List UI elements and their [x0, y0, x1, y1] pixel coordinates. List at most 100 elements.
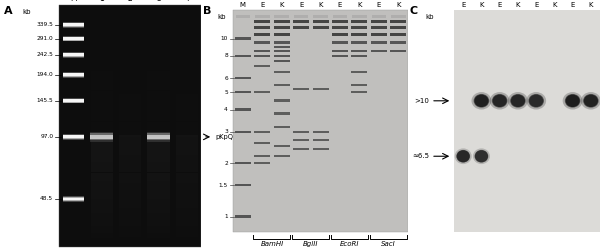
- Bar: [119, 230, 141, 231]
- Bar: [176, 233, 198, 235]
- Bar: [91, 40, 113, 44]
- Bar: [119, 137, 141, 139]
- Bar: [119, 118, 141, 121]
- Bar: [90, 133, 113, 140]
- Text: K: K: [396, 2, 401, 8]
- Bar: [148, 33, 170, 36]
- Bar: [176, 169, 198, 171]
- Ellipse shape: [475, 150, 488, 162]
- Bar: [176, 187, 198, 188]
- Bar: [176, 121, 198, 125]
- Bar: [148, 68, 170, 71]
- Bar: [91, 79, 113, 83]
- Bar: [176, 156, 198, 158]
- Text: 10: 10: [221, 36, 228, 41]
- Bar: [254, 142, 270, 144]
- Bar: [148, 156, 170, 158]
- Bar: [176, 220, 198, 222]
- Bar: [147, 135, 170, 139]
- Bar: [148, 151, 170, 153]
- Bar: [119, 140, 141, 142]
- Bar: [176, 222, 198, 224]
- Bar: [176, 199, 198, 201]
- Bar: [254, 26, 270, 29]
- Bar: [119, 142, 141, 144]
- Bar: [119, 68, 141, 71]
- Bar: [119, 185, 141, 187]
- Bar: [91, 33, 113, 36]
- Bar: [176, 224, 198, 226]
- Bar: [91, 174, 113, 176]
- Ellipse shape: [493, 94, 507, 107]
- Ellipse shape: [583, 94, 599, 108]
- Bar: [313, 26, 329, 29]
- Bar: [119, 240, 141, 242]
- Bar: [91, 21, 113, 25]
- Bar: [274, 112, 290, 115]
- Bar: [274, 99, 290, 102]
- Bar: [148, 220, 170, 222]
- Bar: [119, 56, 141, 59]
- Bar: [235, 91, 251, 93]
- Bar: [119, 181, 141, 183]
- Bar: [254, 155, 270, 157]
- Bar: [176, 173, 198, 174]
- Bar: [119, 238, 141, 240]
- Bar: [176, 194, 198, 196]
- Bar: [176, 83, 198, 87]
- Bar: [148, 56, 170, 59]
- Text: 1: 1: [100, 0, 104, 3]
- Text: E: E: [461, 2, 466, 8]
- Bar: [148, 201, 170, 203]
- Bar: [63, 53, 84, 56]
- Bar: [91, 201, 113, 203]
- Bar: [147, 132, 170, 142]
- Bar: [148, 238, 170, 240]
- Bar: [148, 206, 170, 208]
- Bar: [148, 198, 170, 199]
- Bar: [148, 190, 170, 192]
- Bar: [91, 135, 113, 137]
- Bar: [352, 15, 367, 18]
- Bar: [148, 226, 170, 228]
- Bar: [91, 146, 113, 148]
- Bar: [176, 60, 198, 64]
- Text: >10: >10: [414, 98, 429, 104]
- Ellipse shape: [475, 94, 488, 107]
- Bar: [313, 139, 329, 141]
- Bar: [352, 26, 367, 29]
- Bar: [274, 55, 290, 57]
- Bar: [91, 222, 113, 224]
- Bar: [176, 188, 198, 190]
- Bar: [148, 91, 170, 94]
- Bar: [91, 144, 113, 146]
- Bar: [91, 188, 113, 190]
- Bar: [119, 44, 141, 48]
- Ellipse shape: [473, 94, 489, 108]
- Text: K: K: [552, 2, 557, 8]
- Text: pKpQII: pKpQII: [215, 134, 237, 140]
- Bar: [176, 114, 198, 117]
- Bar: [148, 222, 170, 224]
- Bar: [254, 50, 270, 52]
- Bar: [91, 187, 113, 188]
- Bar: [235, 55, 251, 57]
- Bar: [148, 83, 170, 87]
- Bar: [176, 129, 198, 133]
- Bar: [91, 240, 113, 242]
- Bar: [391, 41, 406, 44]
- Bar: [119, 64, 141, 67]
- Bar: [147, 133, 170, 140]
- Bar: [148, 215, 170, 217]
- Bar: [91, 155, 113, 156]
- Bar: [371, 26, 387, 29]
- Bar: [148, 129, 170, 133]
- Bar: [91, 142, 113, 144]
- Ellipse shape: [508, 92, 528, 110]
- Bar: [274, 60, 290, 62]
- Bar: [91, 102, 113, 106]
- Bar: [119, 213, 141, 215]
- Bar: [148, 40, 170, 44]
- Bar: [176, 237, 198, 238]
- Bar: [148, 79, 170, 83]
